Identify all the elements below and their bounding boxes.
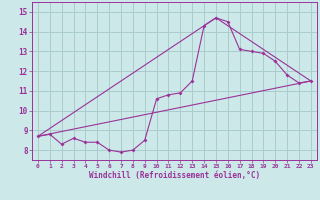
X-axis label: Windchill (Refroidissement éolien,°C): Windchill (Refroidissement éolien,°C) [89,171,260,180]
